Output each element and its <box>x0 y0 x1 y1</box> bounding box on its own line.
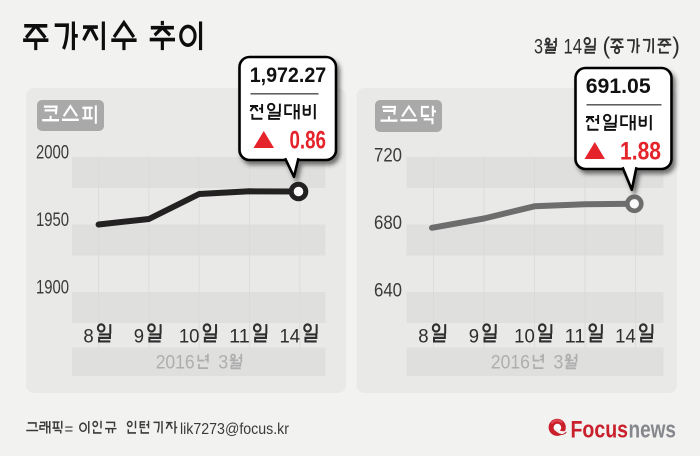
svg-text:3: 3 <box>218 352 228 374</box>
svg-text:1,972.27: 1,972.27 <box>250 63 327 87</box>
svg-text:0.86: 0.86 <box>290 127 327 155</box>
svg-text:1900: 1900 <box>36 278 69 299</box>
svg-text:2016: 2016 <box>156 352 195 374</box>
svg-text:2016: 2016 <box>491 352 530 374</box>
svg-text:1950: 1950 <box>36 210 69 231</box>
svg-text:720: 720 <box>374 145 402 166</box>
svg-text:9: 9 <box>469 327 479 348</box>
svg-text:14: 14 <box>279 327 300 348</box>
svg-text:14: 14 <box>564 36 583 59</box>
svg-text:11: 11 <box>229 327 250 348</box>
svg-text:=: = <box>65 421 74 438</box>
svg-text:14: 14 <box>615 327 636 348</box>
svg-text:lik7273@focus.kr: lik7273@focus.kr <box>180 421 290 438</box>
svg-text:): ) <box>672 33 680 59</box>
svg-text:news: news <box>629 417 677 444</box>
svg-text:8: 8 <box>418 327 428 348</box>
svg-text:(: ( <box>603 33 611 59</box>
svg-text:Focus: Focus <box>571 417 629 444</box>
svg-text:1.88: 1.88 <box>620 138 661 166</box>
svg-text:680: 680 <box>374 213 402 234</box>
svg-text:3: 3 <box>534 36 543 59</box>
svg-text:10: 10 <box>514 327 535 348</box>
svg-text:11: 11 <box>565 327 586 348</box>
svg-text:3: 3 <box>553 352 563 374</box>
svg-text:8: 8 <box>83 327 93 348</box>
svg-text:2000: 2000 <box>36 143 69 164</box>
svg-text:640: 640 <box>374 280 402 301</box>
svg-text:9: 9 <box>134 327 144 348</box>
svg-text:10: 10 <box>179 327 200 348</box>
svg-text:691.05: 691.05 <box>586 74 651 98</box>
